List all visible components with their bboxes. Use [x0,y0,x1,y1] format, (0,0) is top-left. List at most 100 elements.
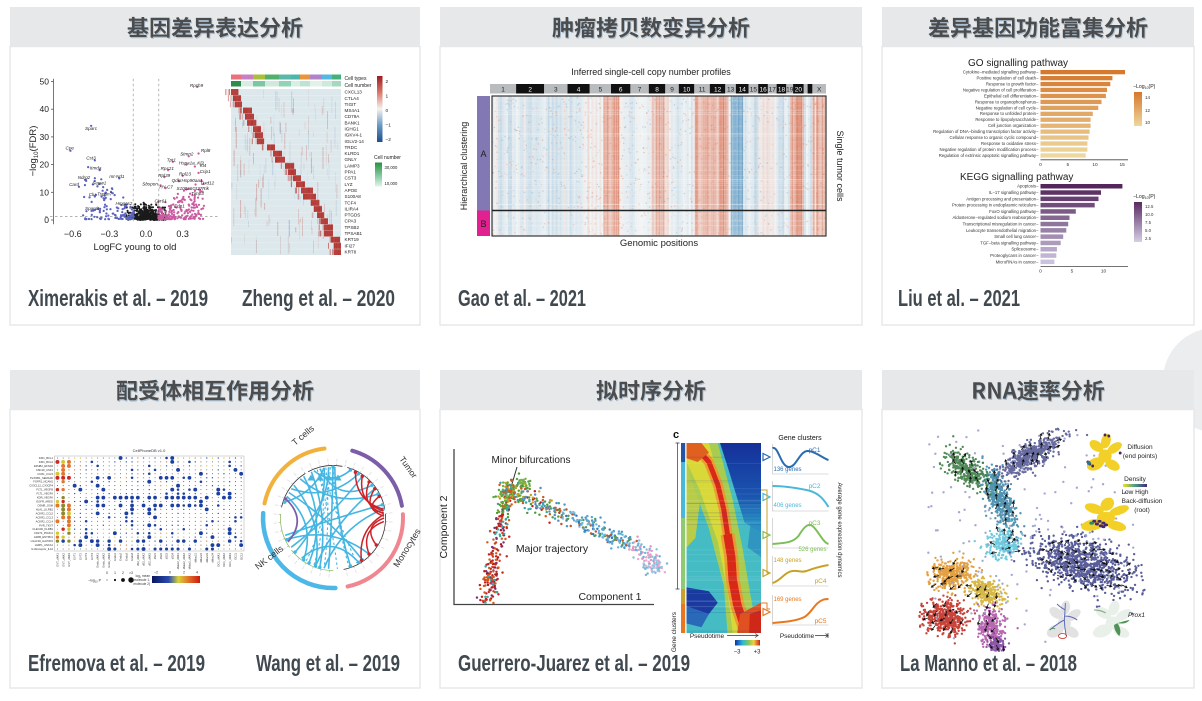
svg-text:Small cell lung cancer−: Small cell lung cancer− [994,234,1039,239]
svg-text:CD274_PDCD1: CD274_PDCD1 [34,531,53,535]
svg-text:7.5: 7.5 [1145,220,1152,225]
svg-text:−0.6: −0.6 [64,229,82,239]
svg-text:EVT1: EVT1 [73,553,77,560]
svg-text:Guerrero-Juarez et al. – 2019: Guerrero-Juarez et al. – 2019 [458,650,690,676]
svg-text:10: 10 [683,86,691,93]
svg-text:Hierarchical clustering: Hierarchical clustering [459,122,469,211]
svg-text:Antigen processing and present: Antigen processing and presentation− [966,196,1039,201]
svg-text:Negative regulation of protein: Negative regulation of protein modificat… [939,147,1038,152]
svg-text:Back-diffusion: Back-diffusion [1122,498,1163,505]
svg-text:EVT_dNK3: EVT_dNK3 [67,553,71,567]
svg-text:Minor bifurcations: Minor bifurcations [492,455,571,466]
svg-text:Edn1: Edn1 [174,203,185,208]
svg-text:Cellular response to organic c: Cellular response to organic cyclic comp… [950,135,1039,140]
svg-text:−Log10(P): −Log10(P) [1133,84,1156,90]
svg-text:(end points): (end points) [1123,453,1157,460]
svg-text:pC4: pC4 [815,578,827,585]
svg-text:Endo_dNK1: Endo_dNK1 [96,553,100,568]
svg-text:EVT_dNK1: EVT_dNK1 [56,553,60,567]
svg-text:Response to unfolded protein−: Response to unfolded protein− [980,111,1039,116]
svg-text:LGALS9_HAVCR2: LGALS9_HAVCR2 [31,539,54,543]
svg-text:2: 2 [386,79,389,85]
svg-text:Average gene expression dynami: Average gene expression dynamics [836,483,842,578]
svg-text:pC3: pC3 [809,520,821,527]
svg-text:5: 5 [1071,268,1074,274]
svg-text:18: 18 [778,86,786,93]
svg-text:−1: −1 [386,122,392,128]
svg-text:Sparc: Sparc [85,126,98,131]
svg-text:GO signalling pathway: GO signalling pathway [968,58,1068,69]
svg-text:IFI27: IFI27 [345,243,356,248]
svg-text:Stmn2: Stmn2 [180,152,194,157]
svg-text:EVT2: EVT2 [79,553,83,560]
svg-text:Negative regulation of cell cy: Negative regulation of cell cycle− [976,105,1039,110]
svg-text:Gene clusters: Gene clusters [778,435,822,442]
svg-text:Rpl39: Rpl39 [158,173,170,178]
svg-text:Positive regulation of cell de: Positive regulation of cell death− [977,76,1039,81]
svg-text:1: 1 [386,93,389,99]
svg-text:Major trajectory: Major trajectory [516,543,589,555]
svg-text:DC11: DC11 [234,552,238,559]
svg-text:PPA1: PPA1 [345,170,357,175]
svg-text:CD79A: CD79A [345,114,361,119]
svg-text:12: 12 [714,86,722,93]
svg-text:Dxd12: Dxd12 [201,181,215,186]
svg-text:Pseudotime: Pseudotime [780,633,815,640]
svg-text:pC5: pC5 [815,618,827,625]
svg-text:HY-C7: HY-C7 [159,185,173,190]
svg-text:TCF4: TCF4 [345,200,357,205]
svg-text:IGHG1: IGHG1 [345,127,360,132]
svg-text:Negative regulation of cell pr: Negative regulation of cell proliferatio… [963,87,1039,92]
svg-text:FLT1_VEGFB: FLT1_VEGFB [36,488,53,492]
svg-text:6: 6 [619,86,623,93]
svg-text:Zheng et al. – 2020: Zheng et al. – 2020 [242,285,395,311]
svg-text:11: 11 [699,86,706,93]
svg-text:2: 2 [122,571,124,575]
svg-text:0: 0 [169,571,171,575]
svg-text:Response to lipopolysaccharide: Response to lipopolysaccharide− [975,117,1039,122]
svg-text:DC12: DC12 [239,552,243,559]
svg-text:APOE: APOE [345,188,358,193]
svg-text:8: 8 [655,86,659,93]
svg-text:Sbspon: Sbspon [142,181,158,186]
svg-text:Cell junction organization−: Cell junction organization− [988,123,1039,128]
svg-text:La Manno et al. – 2018: La Manno et al. – 2018 [900,650,1077,676]
svg-text:TGF−beta signalling pathway−: TGF−beta signalling pathway− [980,240,1039,245]
svg-text:TIGIT: TIGIT [345,102,357,107]
svg-text:Endo3: Endo3 [124,553,128,561]
svg-text:dS2_dNK1: dS2_dNK1 [136,552,140,566]
svg-text:dMac2_dNK1: dMac2_dNK1 [176,553,180,570]
svg-text:Tspan7: Tspan7 [97,191,112,196]
svg-text:13: 13 [727,86,735,93]
svg-text:CLEC2D_KLRB1: CLEC2D_KLRB1 [32,527,53,531]
svg-text:−2: −2 [154,571,158,575]
svg-text:0.3: 0.3 [176,229,189,239]
svg-text:Response to growth factor−: Response to growth factor− [986,82,1039,87]
svg-text:14: 14 [739,86,747,93]
svg-text:A: A [480,149,486,159]
svg-text:−0.3: −0.3 [101,229,119,239]
svg-text:Cst3: Cst3 [86,156,96,161]
svg-text:molecule 2): molecule 2) [134,582,150,586]
svg-text:OSMR_OSM: OSMR_OSM [37,504,53,508]
svg-text:dMac22: dMac22 [199,552,203,562]
svg-text:Response to oxidative stress−: Response to oxidative stress− [981,141,1039,146]
svg-text:EVT3: EVT3 [84,553,88,560]
svg-text:pC1: pC1 [809,447,821,454]
svg-text:TPSAB1: TPSAB1 [345,231,363,236]
svg-text:30,000: 30,000 [385,165,398,170]
svg-text:Cytokine−mediated signalling p: Cytokine−mediated signalling pathway− [963,70,1039,75]
svg-text:S100A8: S100A8 [345,194,362,199]
svg-text:CTLA4: CTLA4 [345,96,360,101]
svg-text:Apoptosis−: Apoptosis− [1017,184,1039,189]
svg-text:IL−17 signalling pathway−: IL−17 signalling pathway− [989,190,1039,195]
svg-text:Spard1: Spard1 [85,206,100,211]
svg-text:CPA3: CPA3 [345,219,357,224]
svg-text:15: 15 [750,86,758,93]
svg-text:Kl4: Kl4 [200,163,207,168]
svg-text:CCR1_CCL5: CCR1_CCL5 [37,472,53,476]
svg-text:MS4A1: MS4A1 [345,108,361,113]
svg-text:X: X [817,86,822,93]
svg-text:dMac2_dNK3: dMac2_dNK3 [188,553,192,570]
svg-text:Gao et al. – 2021: Gao et al. – 2021 [458,285,586,311]
